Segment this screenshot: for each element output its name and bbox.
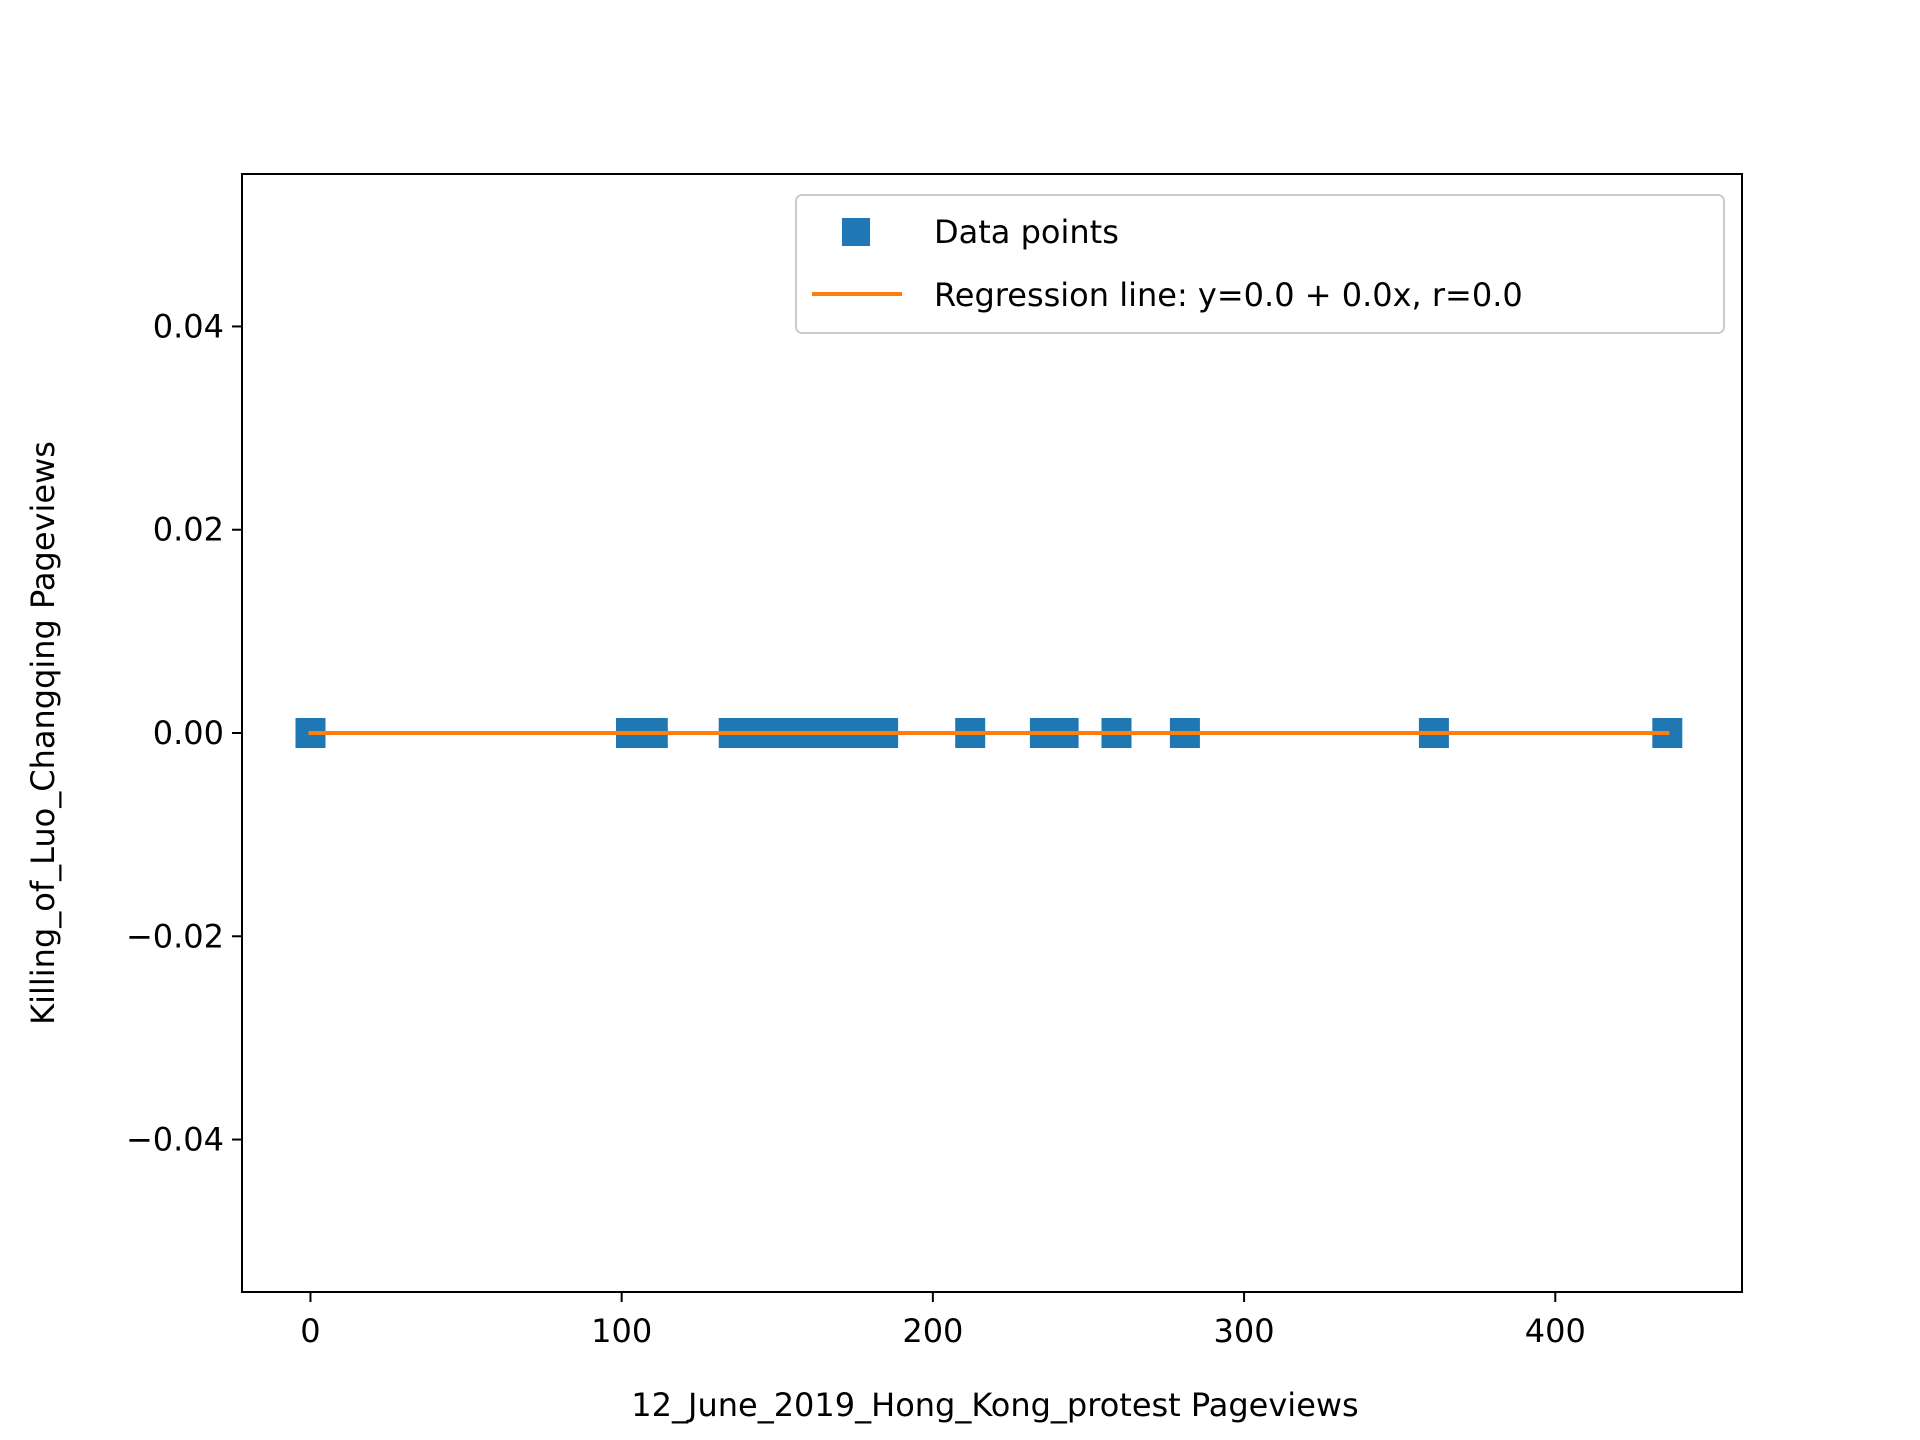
- x-axis-ticks: 0 100 200 300 400: [300, 1292, 1586, 1350]
- y-tick-label: 0.00: [153, 714, 224, 752]
- legend-marker-data-points: [842, 218, 870, 246]
- y-tick-label: 0.04: [153, 307, 224, 345]
- legend-label-data-points: Data points: [934, 213, 1119, 251]
- y-tick-label: −0.02: [126, 917, 224, 955]
- y-axis-label: Killing_of_Luo_Changqing Pageviews: [24, 441, 62, 1025]
- x-tick-label: 300: [1214, 1312, 1275, 1350]
- x-tick-label: 0: [300, 1312, 320, 1350]
- x-axis-label: 12_June_2019_Hong_Kong_protest Pageviews: [631, 1386, 1358, 1424]
- legend: Data points Regression line: y=0.0 + 0.0x…: [795, 194, 1725, 334]
- legend-label-regression-line: Regression line: y=0.0 + 0.0x, r=0.0: [934, 276, 1523, 314]
- legend-box: [795, 194, 1725, 334]
- plot-area: [241, 173, 1743, 1293]
- y-axis-ticks: 0.04 0.02 0.00 −0.02 −0.04: [126, 307, 242, 1159]
- x-tick-label: 100: [591, 1312, 652, 1350]
- y-tick-label: −0.04: [126, 1121, 224, 1159]
- x-tick-label: 200: [902, 1312, 963, 1350]
- y-tick-label: 0.02: [153, 511, 224, 549]
- x-tick-label: 400: [1525, 1312, 1586, 1350]
